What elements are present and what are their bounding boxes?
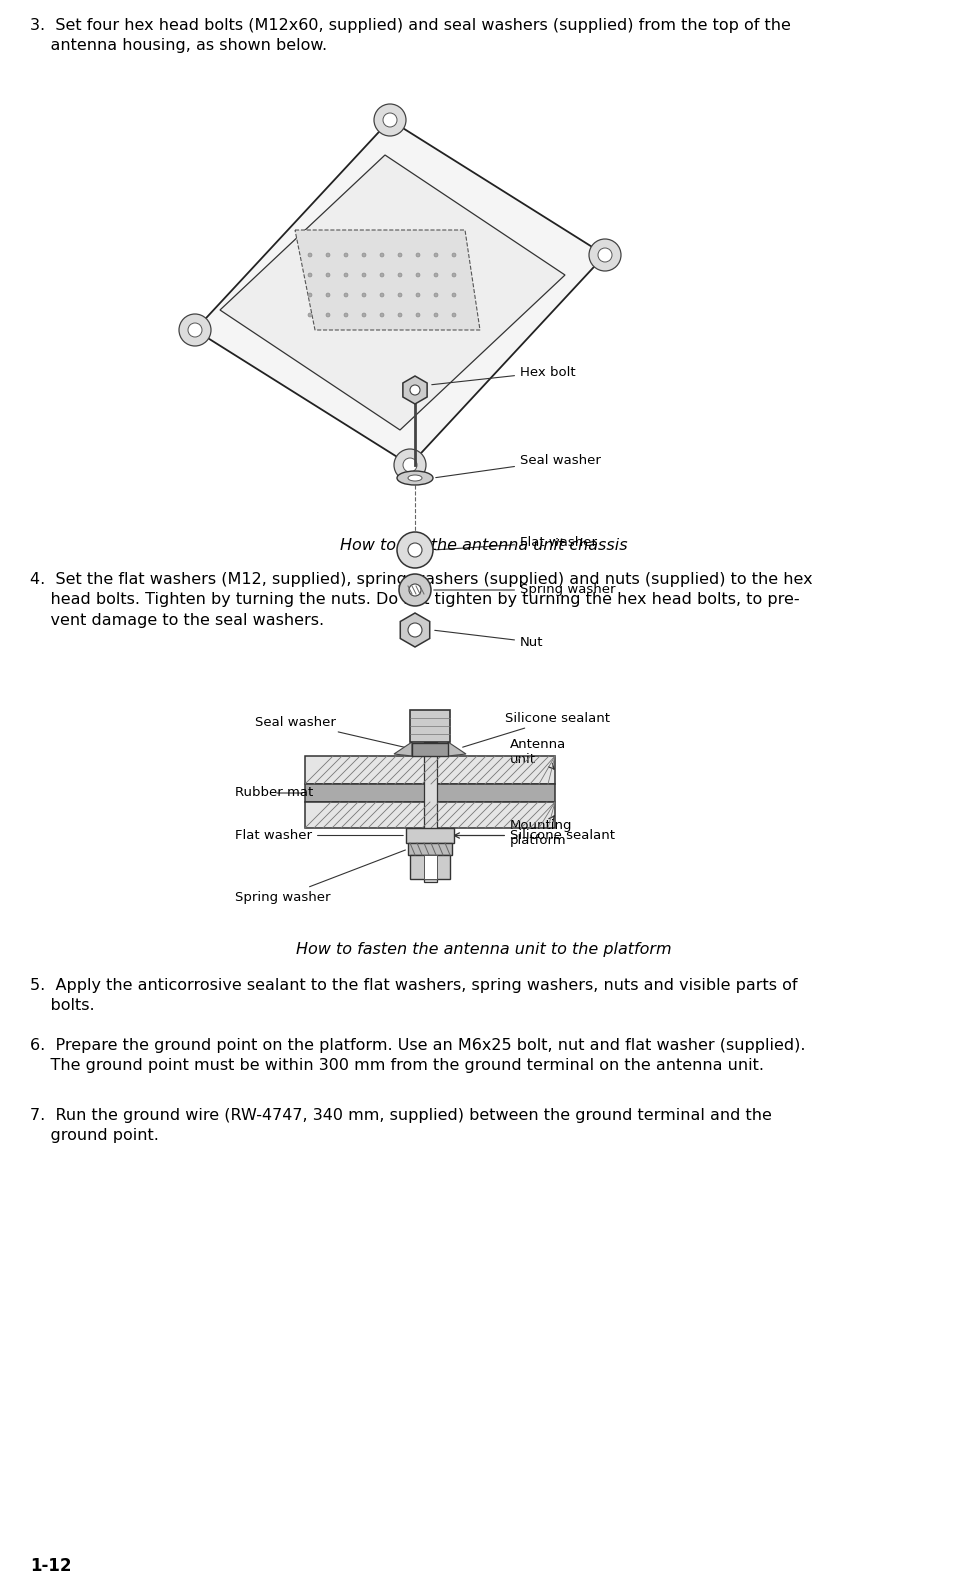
Text: 6.  Prepare the ground point on the platform. Use an M6x25 bolt, nut and flat wa: 6. Prepare the ground point on the platf… bbox=[30, 1039, 805, 1053]
Circle shape bbox=[399, 574, 431, 606]
Circle shape bbox=[434, 292, 438, 297]
Circle shape bbox=[589, 239, 621, 270]
Text: Silicone sealant: Silicone sealant bbox=[463, 711, 610, 748]
Circle shape bbox=[380, 313, 384, 318]
Circle shape bbox=[408, 542, 422, 557]
Circle shape bbox=[380, 274, 384, 277]
Bar bbox=[305, 756, 555, 784]
Circle shape bbox=[362, 253, 366, 258]
Circle shape bbox=[344, 292, 348, 297]
Text: Hex bolt: Hex bolt bbox=[432, 365, 576, 384]
Circle shape bbox=[398, 253, 402, 258]
Text: How to fasten the antenna unit to the platform: How to fasten the antenna unit to the pl… bbox=[296, 942, 672, 957]
Circle shape bbox=[308, 313, 312, 318]
Circle shape bbox=[344, 313, 348, 318]
Text: 5.  Apply the anticorrosive sealant to the flat washers, spring washers, nuts an: 5. Apply the anticorrosive sealant to th… bbox=[30, 979, 798, 993]
Text: antenna housing, as shown below.: antenna housing, as shown below. bbox=[30, 38, 327, 54]
Polygon shape bbox=[401, 613, 430, 647]
Circle shape bbox=[452, 313, 456, 318]
Text: Seal washer: Seal washer bbox=[436, 454, 601, 477]
Circle shape bbox=[416, 253, 420, 258]
Circle shape bbox=[416, 292, 420, 297]
Circle shape bbox=[452, 292, 456, 297]
Circle shape bbox=[398, 292, 402, 297]
Circle shape bbox=[397, 531, 433, 568]
Text: 1-12: 1-12 bbox=[30, 1557, 72, 1575]
Bar bbox=[424, 741, 437, 882]
Circle shape bbox=[434, 274, 438, 277]
Circle shape bbox=[179, 315, 211, 346]
Text: Mounting
platform: Mounting platform bbox=[510, 816, 572, 847]
Ellipse shape bbox=[397, 471, 433, 485]
Circle shape bbox=[403, 458, 417, 473]
Text: ground point.: ground point. bbox=[30, 1129, 159, 1143]
Text: vent damage to the seal washers.: vent damage to the seal washers. bbox=[30, 613, 324, 628]
Circle shape bbox=[416, 313, 420, 318]
Polygon shape bbox=[394, 741, 412, 756]
Circle shape bbox=[410, 386, 420, 395]
Circle shape bbox=[434, 313, 438, 318]
Circle shape bbox=[434, 253, 438, 258]
Bar bbox=[410, 855, 450, 879]
Polygon shape bbox=[403, 376, 427, 405]
Ellipse shape bbox=[408, 474, 422, 481]
Circle shape bbox=[408, 623, 422, 637]
Bar bbox=[412, 743, 448, 756]
Text: Antenna
unit: Antenna unit bbox=[510, 738, 566, 768]
Bar bbox=[408, 843, 452, 855]
Polygon shape bbox=[448, 741, 466, 756]
Bar bbox=[406, 828, 454, 843]
Circle shape bbox=[326, 253, 330, 258]
Text: Seal washer: Seal washer bbox=[255, 716, 409, 748]
Bar bbox=[305, 802, 555, 828]
Circle shape bbox=[344, 253, 348, 258]
Text: Flat washer: Flat washer bbox=[436, 536, 597, 550]
Text: Silicone sealant: Silicone sealant bbox=[454, 828, 615, 843]
Circle shape bbox=[344, 274, 348, 277]
Circle shape bbox=[380, 292, 384, 297]
Text: bolts.: bolts. bbox=[30, 998, 95, 1013]
Bar bbox=[410, 710, 450, 741]
Polygon shape bbox=[220, 155, 565, 430]
Circle shape bbox=[308, 274, 312, 277]
Circle shape bbox=[452, 253, 456, 258]
Circle shape bbox=[362, 313, 366, 318]
Text: How to set the antenna unit chassis: How to set the antenna unit chassis bbox=[340, 538, 628, 553]
Circle shape bbox=[598, 248, 612, 262]
Polygon shape bbox=[295, 229, 480, 330]
Bar bbox=[424, 855, 437, 879]
Text: 3.  Set four hex head bolts (M12x60, supplied) and seal washers (supplied) from : 3. Set four hex head bolts (M12x60, supp… bbox=[30, 17, 791, 33]
Circle shape bbox=[398, 274, 402, 277]
Text: Spring washer: Spring washer bbox=[434, 583, 616, 596]
Circle shape bbox=[383, 112, 397, 126]
Circle shape bbox=[308, 292, 312, 297]
Circle shape bbox=[380, 253, 384, 258]
Circle shape bbox=[416, 274, 420, 277]
Text: 4.  Set the flat washers (M12, supplied), spring washers (supplied) and nuts (su: 4. Set the flat washers (M12, supplied),… bbox=[30, 572, 812, 587]
Circle shape bbox=[326, 274, 330, 277]
Polygon shape bbox=[195, 120, 605, 465]
Circle shape bbox=[409, 583, 421, 596]
Text: Rubber mat: Rubber mat bbox=[235, 786, 314, 800]
Circle shape bbox=[394, 449, 426, 481]
Circle shape bbox=[452, 274, 456, 277]
Text: Spring washer: Spring washer bbox=[235, 851, 406, 903]
Circle shape bbox=[362, 274, 366, 277]
Text: Flat washer: Flat washer bbox=[235, 828, 404, 843]
Text: head bolts. Tighten by turning the nuts. Do not tighten by turning the hex head : head bolts. Tighten by turning the nuts.… bbox=[30, 593, 800, 607]
Circle shape bbox=[398, 313, 402, 318]
Circle shape bbox=[326, 313, 330, 318]
Text: The ground point must be within 300 mm from the ground terminal on the antenna u: The ground point must be within 300 mm f… bbox=[30, 1058, 764, 1073]
Circle shape bbox=[374, 104, 406, 136]
Bar bbox=[305, 784, 555, 802]
Circle shape bbox=[362, 292, 366, 297]
Circle shape bbox=[326, 292, 330, 297]
Text: Nut: Nut bbox=[435, 631, 543, 648]
Circle shape bbox=[188, 323, 202, 337]
Text: 7.  Run the ground wire (RW-4747, 340 mm, supplied) between the ground terminal : 7. Run the ground wire (RW-4747, 340 mm,… bbox=[30, 1108, 771, 1123]
Circle shape bbox=[308, 253, 312, 258]
